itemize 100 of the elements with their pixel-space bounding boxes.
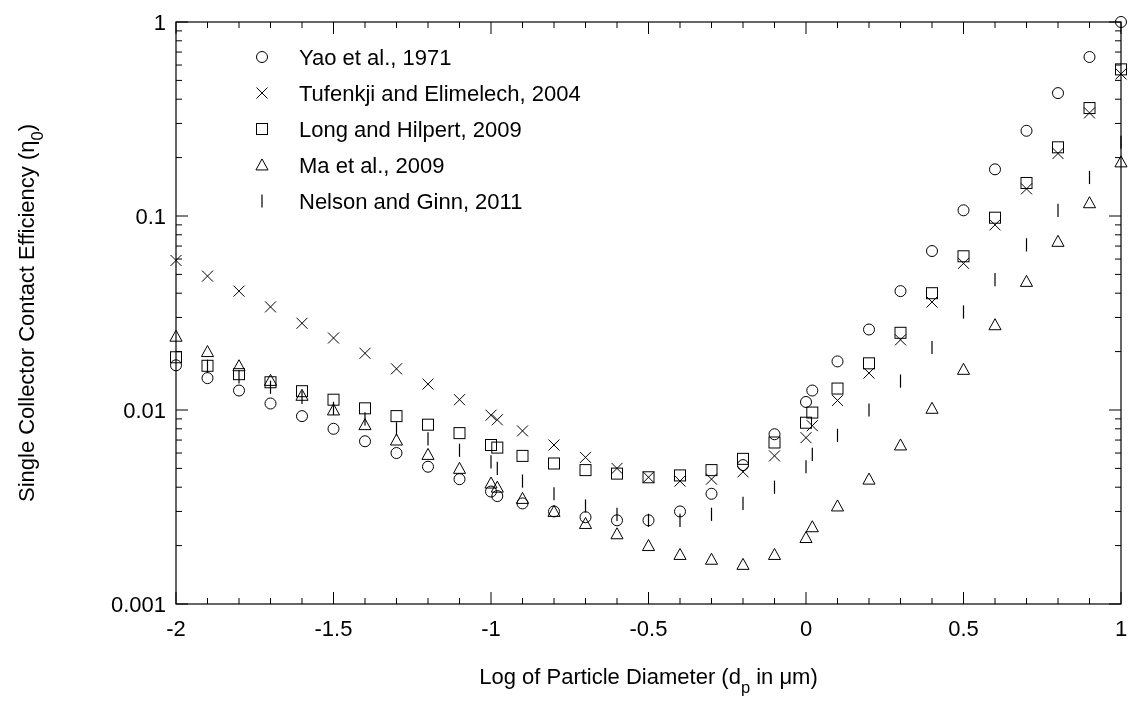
point xyxy=(422,418,434,431)
point xyxy=(491,490,504,503)
point xyxy=(806,384,819,397)
point xyxy=(674,469,686,482)
point xyxy=(925,401,939,414)
point xyxy=(926,245,938,258)
point xyxy=(453,427,466,440)
point xyxy=(767,547,782,560)
point xyxy=(737,459,749,472)
point xyxy=(894,285,907,298)
point xyxy=(800,416,812,429)
point xyxy=(737,452,749,465)
y-tick-label: 0.1 xyxy=(135,204,166,229)
point xyxy=(579,464,592,477)
point xyxy=(830,499,845,512)
point xyxy=(988,318,1002,331)
point xyxy=(831,355,844,368)
point xyxy=(1052,87,1064,100)
point xyxy=(800,395,812,408)
point xyxy=(485,485,497,498)
y-tick-label: 1 xyxy=(153,10,166,35)
point xyxy=(233,368,245,381)
point xyxy=(1051,234,1065,247)
legend-label: Nelson and Ginn, 2011 xyxy=(299,189,523,214)
point xyxy=(736,557,750,570)
point xyxy=(453,473,466,486)
point xyxy=(200,345,215,358)
point xyxy=(704,552,719,565)
point xyxy=(327,393,340,406)
point xyxy=(548,457,560,470)
point xyxy=(863,357,875,370)
point xyxy=(831,382,844,395)
point xyxy=(1115,16,1127,28)
x-tick-label: -1.5 xyxy=(314,616,353,641)
point xyxy=(1083,102,1096,115)
point xyxy=(705,464,718,477)
y-tick-label: 0.001 xyxy=(110,592,166,617)
point xyxy=(705,487,718,500)
point xyxy=(611,514,623,527)
point xyxy=(862,472,876,485)
point xyxy=(490,480,504,493)
point xyxy=(233,384,245,397)
point xyxy=(264,397,277,410)
point xyxy=(579,511,592,524)
point xyxy=(1083,51,1096,64)
point xyxy=(516,449,529,462)
point xyxy=(799,531,813,544)
x-tick-label: 0 xyxy=(799,616,813,641)
point xyxy=(1082,196,1097,209)
point xyxy=(806,406,819,419)
point xyxy=(359,402,371,415)
point xyxy=(674,505,686,518)
legend-label: Tufenkji and Elimelech, 2004 xyxy=(299,81,581,106)
point xyxy=(989,163,1001,176)
point xyxy=(484,476,498,489)
point xyxy=(201,372,214,385)
point xyxy=(1114,155,1128,168)
point xyxy=(578,516,593,529)
point xyxy=(673,547,687,560)
point xyxy=(894,326,907,339)
point xyxy=(327,422,340,435)
point xyxy=(1020,176,1033,189)
x-tick-label: 0.5 xyxy=(948,616,979,641)
point xyxy=(358,418,372,431)
point xyxy=(452,461,467,474)
point xyxy=(169,329,183,342)
point xyxy=(957,250,970,263)
x-tick-label: -2 xyxy=(166,616,186,641)
legend-label: Ma et al., 2009 xyxy=(299,153,445,178)
point xyxy=(390,447,403,460)
point xyxy=(170,351,182,364)
point xyxy=(491,441,504,454)
point xyxy=(359,435,371,448)
x-tick-label: -0.5 xyxy=(629,616,668,641)
point xyxy=(1019,274,1034,287)
point xyxy=(926,287,938,300)
point xyxy=(768,428,781,441)
point xyxy=(805,520,819,533)
point xyxy=(421,447,435,460)
point xyxy=(989,211,1001,224)
point xyxy=(515,491,530,504)
point xyxy=(956,362,971,375)
point xyxy=(1020,124,1033,137)
y-tick-label: 0.01 xyxy=(123,398,166,423)
point xyxy=(516,497,529,510)
point xyxy=(768,436,781,449)
point xyxy=(296,410,308,423)
point xyxy=(1115,63,1127,76)
point xyxy=(170,359,182,372)
point xyxy=(1052,141,1064,154)
point xyxy=(232,359,246,372)
point xyxy=(957,204,970,217)
legend-label: Long and Hilpert, 2009 xyxy=(299,117,522,142)
point xyxy=(863,323,875,336)
point xyxy=(389,433,404,446)
x-axis-title: Log of Particle Diameter (d$_{p}$ in μm) xyxy=(479,664,818,696)
point xyxy=(610,527,624,540)
point xyxy=(893,438,908,451)
x-tick-label: -1 xyxy=(481,616,501,641)
point xyxy=(390,410,403,423)
